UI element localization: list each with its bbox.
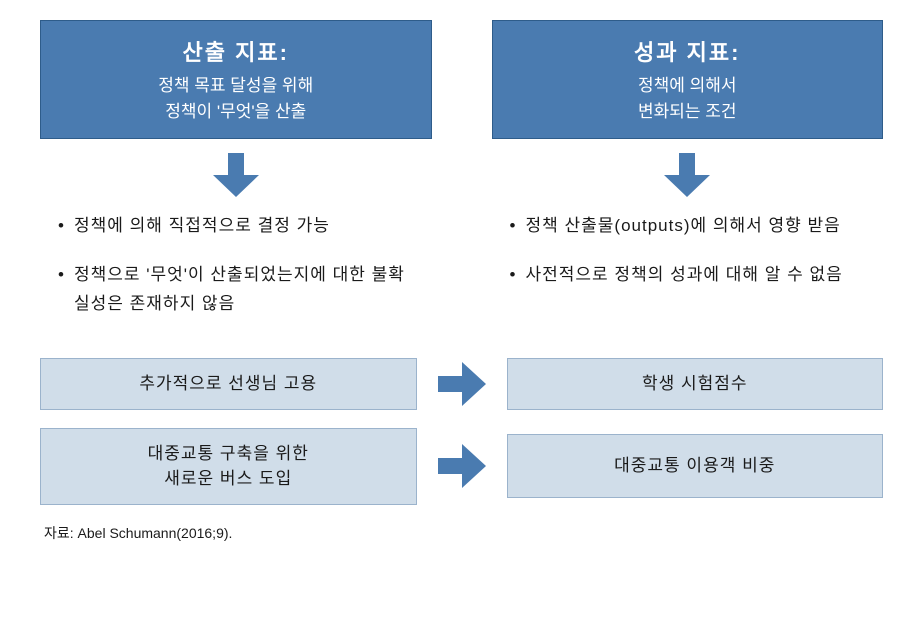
- right-sub-line2: 변화되는 조건: [638, 102, 737, 121]
- two-column-container: 산출 지표: 정책 목표 달성을 위해 정책이 '무엇'을 산출 정책에 의해 …: [40, 20, 883, 352]
- arrow-down-icon: [213, 153, 259, 202]
- right-sub-line1: 정책에 의해서: [638, 76, 737, 95]
- right-bullet-2: 사전적으로 정책의 성과에 대해 알 수 없음: [510, 261, 874, 290]
- example-box-1-right: 학생 시험점수: [507, 358, 884, 410]
- right-header-title: 성과 지표:: [503, 35, 873, 67]
- right-header-box: 성과 지표: 정책에 의해서 변화되는 조건: [492, 20, 884, 139]
- left-bullet-2: 정책으로 '무엇'이 산출되었는지에 대한 불확실성은 존재하지 않음: [58, 261, 422, 319]
- arrow-right-icon: [437, 362, 487, 406]
- right-column: 성과 지표: 정책에 의해서 변화되는 조건 정책 산출물(outputs)에 …: [492, 20, 884, 352]
- ex2-left-line1: 대중교통 구축을 위한: [148, 444, 309, 463]
- example-box-2-right: 대중교통 이용객 비중: [507, 434, 884, 498]
- left-header-sub: 정책 목표 달성을 위해 정책이 '무엇'을 산출: [51, 73, 421, 124]
- examples-section: 추가적으로 선생님 고용 학생 시험점수 대중교통 구축을 위한 새로운 버스 …: [40, 358, 883, 505]
- example-box-1-left: 추가적으로 선생님 고용: [40, 358, 417, 410]
- right-header-sub: 정책에 의해서 변화되는 조건: [503, 73, 873, 124]
- source-citation: 자료: Abel Schumann(2016;9).: [40, 523, 883, 543]
- left-column: 산출 지표: 정책 목표 달성을 위해 정책이 '무엇'을 산출 정책에 의해 …: [40, 20, 432, 352]
- right-bullets: 정책 산출물(outputs)에 의해서 영향 받음 사전적으로 정책의 성과에…: [492, 212, 884, 352]
- left-sub-line2: 정책이 '무엇'을 산출: [165, 102, 306, 121]
- arrow-down-icon: [664, 153, 710, 202]
- right-bullet-1: 정책 산출물(outputs)에 의해서 영향 받음: [510, 212, 874, 241]
- arrow-right-icon: [437, 444, 487, 488]
- ex2-left-line2: 새로운 버스 도입: [164, 469, 292, 488]
- left-bullet-1: 정책에 의해 직접적으로 결정 가능: [58, 212, 422, 241]
- left-header-box: 산출 지표: 정책 목표 달성을 위해 정책이 '무엇'을 산출: [40, 20, 432, 139]
- example-row-1: 추가적으로 선생님 고용 학생 시험점수: [40, 358, 883, 410]
- left-header-title: 산출 지표:: [51, 35, 421, 67]
- example-row-2: 대중교통 구축을 위한 새로운 버스 도입 대중교통 이용객 비중: [40, 428, 883, 505]
- example-box-2-left: 대중교통 구축을 위한 새로운 버스 도입: [40, 428, 417, 505]
- left-sub-line1: 정책 목표 달성을 위해: [158, 76, 313, 95]
- left-bullets: 정책에 의해 직접적으로 결정 가능 정책으로 '무엇'이 산출되었는지에 대한…: [40, 212, 432, 352]
